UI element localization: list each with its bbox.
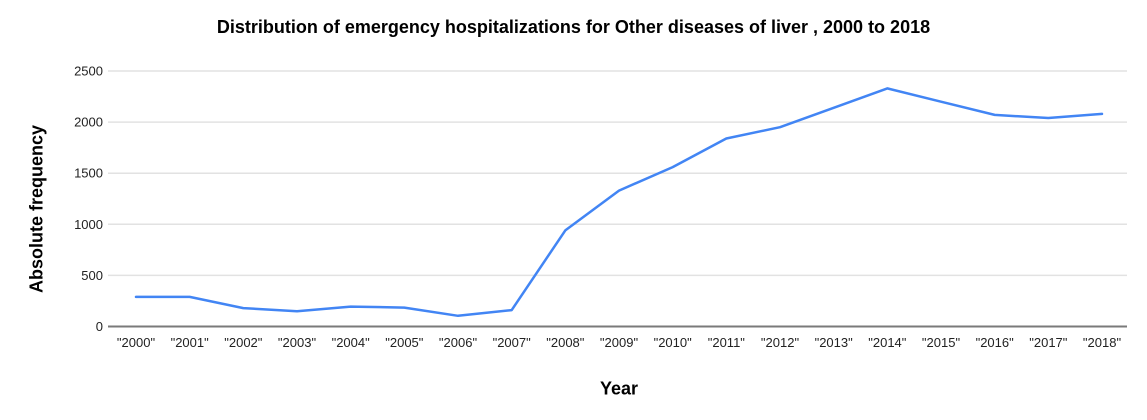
x-tick-label: "2012" xyxy=(761,335,800,350)
x-tick-label: "2014" xyxy=(868,335,907,350)
y-axis-tick-labels: 0 500 1000 1500 2000 2500 xyxy=(74,64,103,335)
x-tick-label: "2005" xyxy=(385,335,424,350)
gridlines xyxy=(108,70,1127,277)
x-tick-label: "2006" xyxy=(439,335,478,350)
x-tick-label: "2002" xyxy=(224,335,263,350)
x-tick-label: "2017" xyxy=(1029,335,1068,350)
y-tick-label: 1500 xyxy=(74,166,103,181)
x-axis-title: Year xyxy=(599,378,639,399)
x-tick-label: "2011" xyxy=(708,335,746,350)
chart-title: Distribution of emergency hospitalizatio… xyxy=(216,17,931,37)
y-tick-label: 2000 xyxy=(74,115,103,130)
x-tick-label: "2001" xyxy=(171,335,210,350)
x-tick-label: "2004" xyxy=(332,335,371,350)
x-tick-label: "2018" xyxy=(1083,335,1122,350)
y-tick-label: 1000 xyxy=(74,217,103,232)
x-tick-label: "2007" xyxy=(493,335,532,350)
x-axis-tick-labels: "2000" "2001" "2002" "2003" "2004" "2005" "200… xyxy=(117,335,1122,350)
x-tick-label: "2010" xyxy=(654,335,693,350)
x-tick-label: "2013" xyxy=(815,335,854,350)
x-tick-label: "2003" xyxy=(278,335,317,350)
series-line xyxy=(134,87,1104,318)
y-tick-label: 0 xyxy=(96,319,103,334)
x-tick-label: "2008" xyxy=(546,335,585,350)
y-tick-label: 500 xyxy=(81,268,103,283)
x-tick-label: "2016" xyxy=(976,335,1015,350)
x-tick-label: "2000" xyxy=(117,335,156,350)
x-tick-label: "2009" xyxy=(600,335,639,350)
y-tick-label: 2500 xyxy=(74,64,103,79)
x-tick-label: "2015" xyxy=(922,335,961,350)
